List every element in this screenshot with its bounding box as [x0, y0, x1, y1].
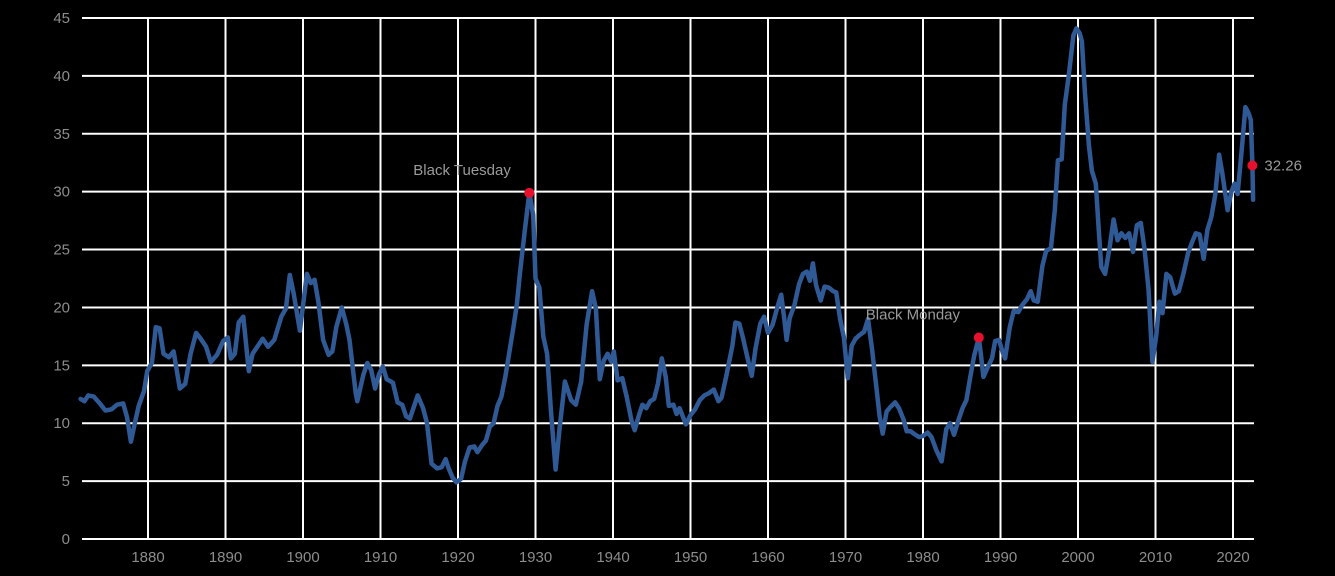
- y-tick-label: 15: [53, 357, 70, 374]
- x-tick-label: 1940: [596, 549, 629, 566]
- y-tick-label: 25: [53, 242, 70, 259]
- x-axis-tick-labels: 1880 1890 1900 1910 1920 1930 1940 1950 1960 1970…: [131, 549, 1249, 566]
- y-tick-label: 45: [53, 10, 70, 27]
- x-tick-label: 1930: [519, 549, 552, 566]
- horizontal-gridlines: [82, 17, 1254, 540]
- x-tick-label: 1910: [364, 549, 397, 566]
- y-tick-label: 10: [53, 415, 70, 432]
- annotation-black-monday-label: Black Monday: [866, 307, 961, 324]
- x-tick-label: 1900: [286, 549, 319, 566]
- annotations: Black Tuesday Black Monday 32.26: [413, 158, 1302, 343]
- y-axis-tick-labels: 0 5 10 15 20 25 30 35 40 45: [53, 10, 70, 548]
- pe-ratio-series-line: [78, 26, 1256, 485]
- annotation-latest-value-marker: [1247, 160, 1258, 171]
- x-tick-label: 2020: [1216, 549, 1249, 566]
- x-tick-label: 1890: [209, 549, 242, 566]
- y-tick-label: 0: [62, 531, 70, 548]
- y-tick-label: 40: [53, 68, 70, 85]
- annotation-black-tuesday-marker: [524, 187, 535, 198]
- annotation-black-tuesday-label: Black Tuesday: [413, 162, 511, 179]
- y-tick-label: 35: [53, 126, 70, 143]
- y-tick-label: 20: [53, 299, 70, 316]
- annotation-black-monday-marker: [973, 332, 984, 343]
- x-tick-label: 1970: [829, 549, 862, 566]
- y-tick-label: 30: [53, 184, 70, 201]
- y-tick-label: 5: [62, 473, 70, 490]
- x-tick-label: 1980: [906, 549, 939, 566]
- annotation-latest-value-label: 32.26: [1264, 158, 1302, 175]
- x-tick-label: 1960: [751, 549, 784, 566]
- x-tick-label: 1920: [441, 549, 474, 566]
- x-tick-label: 1880: [131, 549, 164, 566]
- x-tick-label: 2000: [1061, 549, 1094, 566]
- x-tick-label: 1950: [674, 549, 707, 566]
- x-tick-label: 2010: [1139, 549, 1172, 566]
- x-tick-label: 1990: [984, 549, 1017, 566]
